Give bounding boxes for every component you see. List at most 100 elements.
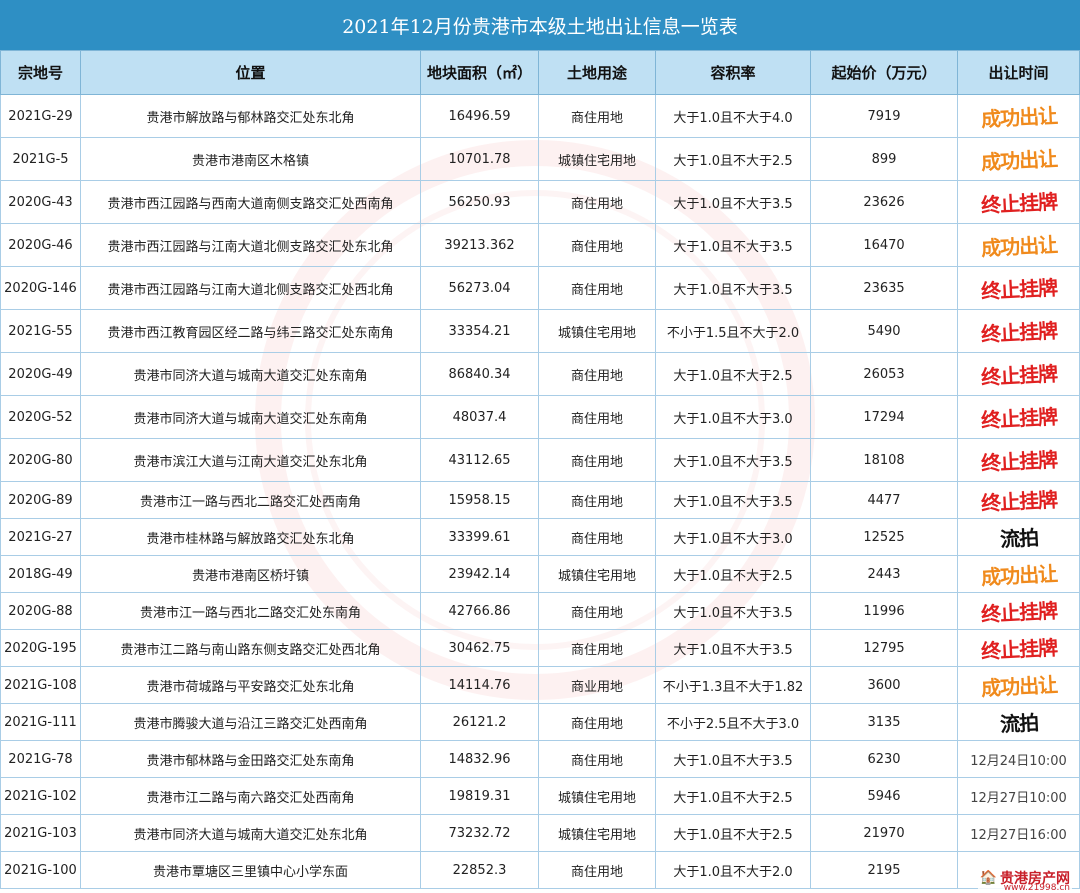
cell-location: 贵港市西江园路与西南大道南侧支路交汇处西南角 [80, 180, 421, 224]
logo-name: 贵港房产网 [1000, 871, 1070, 887]
cell-start-price: 17294 [810, 395, 958, 439]
header-plot-ratio: 容积率 [655, 50, 811, 95]
cell-area: 15958.15 [420, 481, 539, 519]
sale-time-text: 12月24日10:00 [970, 753, 1067, 769]
cell-plot-ratio: 大于1.0且不大于2.5 [655, 137, 811, 181]
cell-parcel-id: 2020G-52 [0, 395, 81, 439]
cell-land-use: 商住用地 [538, 740, 656, 778]
status-stamp: 终止挂牌 [980, 361, 1058, 390]
cell-start-price: 16470 [810, 223, 958, 267]
cell-plot-ratio: 大于1.0且不大于3.5 [655, 438, 811, 482]
status-stamp: 成功出让 [980, 561, 1058, 590]
cell-sale-time: 成功出让 [957, 555, 1080, 593]
logo-url: www.21998.cn [1003, 883, 1070, 893]
cell-parcel-id: 2020G-49 [0, 352, 81, 396]
cell-area: 19819.31 [420, 777, 539, 815]
header-location: 位置 [80, 50, 421, 95]
header-area: 地块面积（㎡） [420, 50, 539, 95]
cell-area: 10701.78 [420, 137, 539, 181]
table-row: 2021G-108 贵港市荷城路与平安路交汇处东北角 14114.76 商业用地 不小于… [0, 666, 1080, 704]
cell-plot-ratio: 大于1.0且不大于3.0 [655, 518, 811, 556]
cell-start-price: 899 [810, 137, 958, 181]
cell-start-price: 7919 [810, 94, 958, 138]
table-row: 2020G-49 贵港市同济大道与城南大道交汇处东南角 86840.34 商住用地 大于… [0, 352, 1080, 396]
cell-location: 贵港市西江园路与江南大道北侧支路交汇处西北角 [80, 266, 421, 310]
status-stamp: 流拍 [998, 710, 1039, 737]
site-logo: 🏠 贵港房产网 www.21998.cn [977, 865, 1072, 893]
cell-sale-time: 终止挂牌 [957, 352, 1080, 396]
cell-land-use: 商住用地 [538, 395, 656, 439]
cell-start-price: 21970 [810, 814, 958, 852]
cell-parcel-id: 2021G-29 [0, 94, 81, 138]
cell-plot-ratio: 大于1.0且不大于2.5 [655, 777, 811, 815]
cell-location: 贵港市西江园路与江南大道北侧支路交汇处东北角 [80, 223, 421, 267]
cell-plot-ratio: 不小于1.3且不大于1.82 [655, 666, 811, 704]
cell-area: 26121.2 [420, 703, 539, 741]
sale-time-text: 12月27日16:00 [970, 827, 1067, 843]
cell-land-use: 商业用地 [538, 666, 656, 704]
cell-area: 30462.75 [420, 629, 539, 667]
cell-location: 贵港市同济大道与城南大道交汇处东南角 [80, 352, 421, 396]
cell-plot-ratio: 大于1.0且不大于3.0 [655, 395, 811, 439]
header-parcel-id: 宗地号 [0, 50, 81, 95]
table-row: 2020G-46 贵港市西江园路与江南大道北侧支路交汇处东北角 39213.362 商… [0, 223, 1080, 267]
cell-sale-time: 终止挂牌 [957, 395, 1080, 439]
cell-parcel-id: 2018G-49 [0, 555, 81, 593]
cell-location: 贵港市港南区木格镇 [80, 137, 421, 181]
cell-land-use: 商住用地 [538, 851, 656, 889]
cell-sale-time: 流拍 [957, 518, 1080, 556]
cell-plot-ratio: 大于1.0且不大于2.5 [655, 555, 811, 593]
cell-land-use: 商住用地 [538, 703, 656, 741]
table-row: 2021G-55 贵港市西江教育园区经二路与纬三路交汇处东南角 33354.21 城镇… [0, 309, 1080, 353]
status-stamp: 终止挂牌 [980, 487, 1058, 516]
table-row: 2020G-80 贵港市滨江大道与江南大道交汇处东北角 43112.65 商住用地 大于… [0, 438, 1080, 482]
cell-start-price: 23626 [810, 180, 958, 224]
cell-location: 贵港市覃塘区三里镇中心小学东面 [80, 851, 421, 889]
status-stamp: 终止挂牌 [980, 404, 1058, 433]
cell-plot-ratio: 大于1.0且不大于2.0 [655, 851, 811, 889]
cell-start-price: 26053 [810, 352, 958, 396]
cell-land-use: 城镇住宅用地 [538, 777, 656, 815]
status-stamp: 终止挂牌 [980, 275, 1058, 304]
cell-parcel-id: 2020G-80 [0, 438, 81, 482]
cell-parcel-id: 2020G-88 [0, 592, 81, 630]
status-stamp: 终止挂牌 [980, 447, 1058, 476]
cell-area: 43112.65 [420, 438, 539, 482]
cell-start-price: 23635 [810, 266, 958, 310]
status-stamp: 成功出让 [980, 103, 1058, 132]
table-row: 2021G-78 贵港市郁林路与金田路交汇处东南角 14832.96 商住用地 大于1.… [0, 740, 1080, 778]
sale-time-text: 12月27日10:00 [970, 790, 1067, 806]
cell-area: 16496.59 [420, 94, 539, 138]
cell-parcel-id: 2021G-78 [0, 740, 81, 778]
status-stamp: 终止挂牌 [980, 635, 1058, 664]
house-logo-icon: 🏠 [979, 870, 997, 886]
cell-land-use: 商住用地 [538, 438, 656, 482]
cell-plot-ratio: 大于1.0且不大于3.5 [655, 592, 811, 630]
cell-location: 贵港市解放路与郁林路交汇处东北角 [80, 94, 421, 138]
cell-start-price: 5490 [810, 309, 958, 353]
cell-land-use: 城镇住宅用地 [538, 137, 656, 181]
cell-plot-ratio: 大于1.0且不大于3.5 [655, 740, 811, 778]
cell-area: 56250.93 [420, 180, 539, 224]
cell-location: 贵港市江二路与南山路东侧支路交汇处西北角 [80, 629, 421, 667]
cell-plot-ratio: 大于1.0且不大于2.5 [655, 352, 811, 396]
cell-location: 贵港市同济大道与城南大道交汇处东北角 [80, 814, 421, 852]
cell-land-use: 商住用地 [538, 266, 656, 310]
cell-sale-time: 终止挂牌 [957, 309, 1080, 353]
table-row: 2020G-89 贵港市江一路与西北二路交汇处西南角 15958.15 商住用地 大于1… [0, 481, 1080, 519]
cell-land-use: 城镇住宅用地 [538, 814, 656, 852]
table-row: 2021G-100 贵港市覃塘区三里镇中心小学东面 22852.3 商住用地 大于1.0… [0, 851, 1080, 889]
cell-land-use: 商住用地 [538, 629, 656, 667]
cell-plot-ratio: 大于1.0且不大于4.0 [655, 94, 811, 138]
table-row: 2020G-146 贵港市西江园路与江南大道北侧支路交汇处西北角 56273.04 商… [0, 266, 1080, 310]
cell-sale-time: 成功出让 [957, 223, 1080, 267]
cell-start-price: 2443 [810, 555, 958, 593]
table-row: 2021G-27 贵港市桂林路与解放路交汇处东北角 33399.61 商住用地 大于1.… [0, 518, 1080, 556]
cell-parcel-id: 2021G-27 [0, 518, 81, 556]
table-row: 2021G-29 贵港市解放路与郁林路交汇处东北角 16496.59 商住用地 大于1.… [0, 94, 1080, 138]
cell-start-price: 11996 [810, 592, 958, 630]
table-row: 2020G-195 贵港市江二路与南山路东侧支路交汇处西北角 30462.75 商住用… [0, 629, 1080, 667]
cell-location: 贵港市滨江大道与江南大道交汇处东北角 [80, 438, 421, 482]
cell-start-price: 12525 [810, 518, 958, 556]
